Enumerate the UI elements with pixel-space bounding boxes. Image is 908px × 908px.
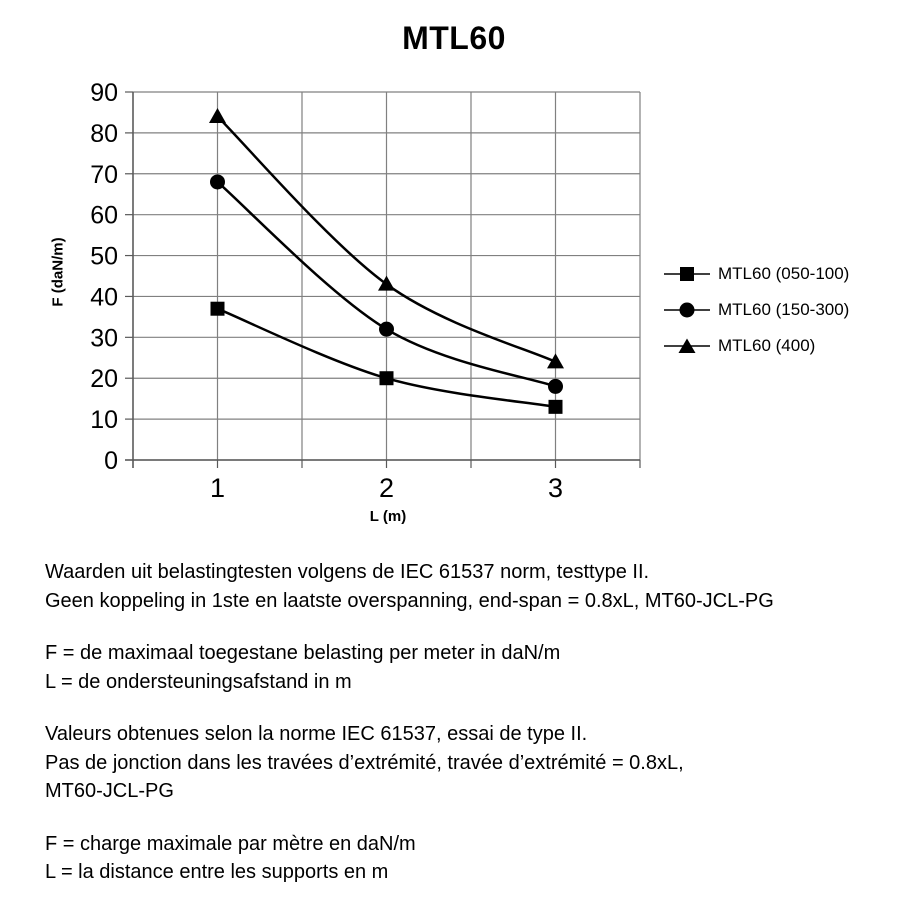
chart-plot: 0 10 20 30 40 50 60 70 80 90 1 2 3	[90, 79, 641, 503]
legend: MTL60 (050-100) MTL60 (150-300) MTL60 (4…	[664, 262, 849, 357]
marker-square	[210, 301, 225, 316]
y-tick-label: 90	[90, 79, 118, 107]
legend-item: MTL60 (050-100)	[664, 262, 849, 285]
marker-square	[548, 399, 563, 414]
y-tick-label: 20	[90, 365, 118, 393]
marker-circle	[548, 378, 563, 394]
note-nl-defs: F = de maximaal toegestane belasting per…	[45, 639, 885, 696]
marker-triangle	[378, 275, 395, 291]
note-fr-test: Valeurs obtenues selon la norme IEC 6153…	[45, 720, 885, 806]
marker-triangle	[209, 108, 226, 124]
note-line: Valeurs obtenues selon la norme IEC 6153…	[45, 723, 588, 745]
note-line: L = la distance entre les supports en m	[45, 861, 389, 883]
legend-marker-triangle-icon	[664, 338, 710, 353]
legend-item: MTL60 (150-300)	[664, 298, 849, 321]
marker-circle	[210, 174, 225, 190]
marker-square	[379, 371, 394, 386]
y-tick-label: 40	[90, 283, 118, 311]
y-tick-label: 50	[90, 243, 118, 271]
x-tick-label: 1	[210, 473, 225, 503]
legend-label: MTL60 (050-100)	[718, 263, 850, 283]
x-tick-label: 3	[548, 473, 563, 503]
note-line: MT60-JCL-PG	[45, 780, 174, 802]
note-line: F = charge maximale par mètre en daN/m	[45, 832, 416, 855]
y-tick-label: 70	[90, 161, 118, 189]
x-axis-title: L (m)	[369, 508, 407, 525]
legend-item: MTL60 (400)	[664, 334, 849, 357]
marker-circle	[379, 321, 394, 337]
note-line: Waarden uit belastingtesten volgens de I…	[45, 561, 650, 583]
note-nl-test: Waarden uit belastingtesten volgens de I…	[45, 558, 885, 615]
note-line: Pas de jonction dans les travées d’extré…	[45, 751, 684, 774]
y-tick-label: 10	[90, 406, 118, 434]
legend-marker-circle-icon	[664, 302, 710, 317]
legend-label: MTL60 (400)	[718, 335, 816, 355]
chart-title: MTL60	[402, 20, 506, 56]
legend-label: MTL60 (150-300)	[718, 299, 850, 319]
y-tick-label: 80	[90, 120, 118, 148]
legend-marker-square-icon	[664, 266, 710, 281]
marker-triangle	[547, 353, 564, 369]
note-fr-defs: F = charge maximale par mètre en daN/m L…	[45, 830, 885, 887]
y-tick-label: 60	[90, 202, 118, 230]
note-line: F = de maximaal toegestane belasting per…	[45, 642, 561, 664]
note-line: Geen koppeling in 1ste en laatste oversp…	[45, 589, 774, 612]
note-line: L = de ondersteuningsafstand in m	[45, 670, 352, 693]
y-tick-label: 30	[90, 324, 118, 352]
y-axis-title: F (daN/m)	[49, 237, 67, 307]
y-tick-label: 0	[104, 447, 118, 475]
x-tick-label: 2	[379, 473, 394, 503]
notes: Waarden uit belastingtesten volgens de I…	[45, 558, 885, 908]
